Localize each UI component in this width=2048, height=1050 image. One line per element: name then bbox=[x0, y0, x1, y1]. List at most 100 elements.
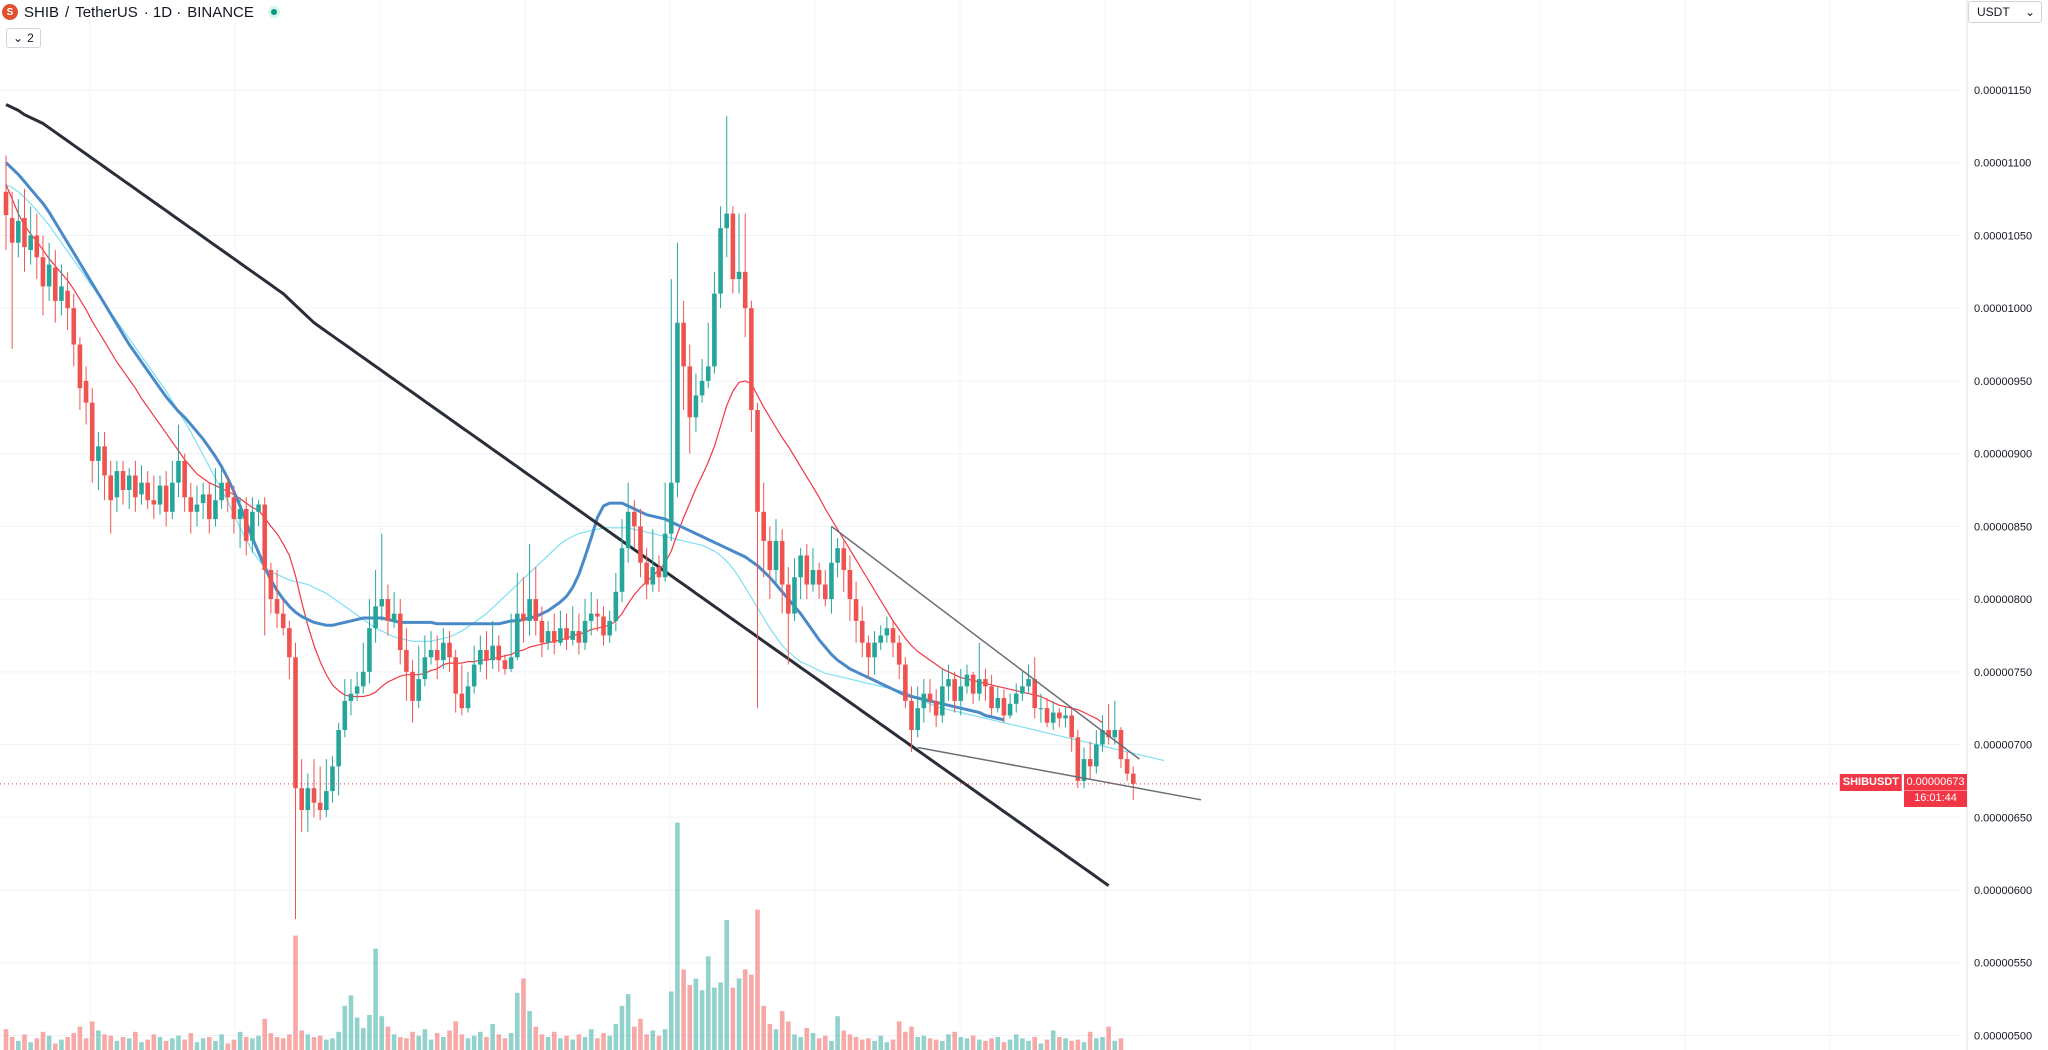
candle-body bbox=[1094, 744, 1099, 767]
volume-bar bbox=[588, 1029, 594, 1050]
volume-bar bbox=[65, 1037, 70, 1050]
candle-body bbox=[853, 599, 859, 621]
volume-bar bbox=[896, 1021, 902, 1050]
candle-body bbox=[404, 650, 409, 672]
volume-bar bbox=[46, 1035, 52, 1050]
volume-bar bbox=[755, 909, 760, 1050]
volume-bar bbox=[1118, 1038, 1124, 1050]
candle-body bbox=[1081, 759, 1087, 781]
volume-bar bbox=[102, 1034, 107, 1050]
volume-bar bbox=[484, 1037, 489, 1050]
volume-bar bbox=[539, 1034, 545, 1050]
candle-body bbox=[767, 540, 773, 570]
indicators-count: 2 bbox=[27, 31, 34, 45]
candle-body bbox=[336, 730, 341, 767]
volume-bar bbox=[681, 969, 686, 1050]
volume-bar bbox=[28, 1042, 33, 1050]
volume-bar bbox=[96, 1030, 101, 1050]
y-tick-label: 0.00000750 bbox=[1974, 667, 2032, 679]
candle-body bbox=[730, 213, 736, 280]
volume-bar bbox=[1106, 1026, 1111, 1050]
volume-bar bbox=[348, 995, 354, 1050]
volume-bar bbox=[453, 1021, 458, 1050]
volume-bar bbox=[983, 1040, 988, 1050]
quote-currency[interactable]: TetherUS bbox=[75, 3, 138, 21]
volume-bar bbox=[52, 1043, 58, 1050]
volume-bar bbox=[268, 1033, 274, 1050]
currency-selector[interactable]: USDT ⌄ bbox=[1968, 1, 2042, 23]
volume-bar bbox=[496, 1034, 502, 1050]
ma200-line bbox=[5, 103, 1110, 887]
y-tick-label: 0.00000900 bbox=[1974, 449, 2032, 461]
volume-bar bbox=[847, 1034, 853, 1050]
candle-body bbox=[995, 698, 1001, 709]
candle-body bbox=[909, 700, 914, 730]
candle-body bbox=[176, 460, 181, 483]
candle-body bbox=[1032, 679, 1038, 709]
candle-body bbox=[1057, 712, 1062, 719]
interval[interactable]: · 1D · bbox=[143, 3, 182, 21]
candle-body bbox=[213, 500, 218, 520]
candle-body bbox=[453, 657, 458, 694]
trendline-lower-support bbox=[917, 746, 1202, 801]
candle-body bbox=[59, 286, 64, 301]
y-tick-label: 0.00001000 bbox=[1974, 303, 2032, 315]
volume-bar bbox=[231, 1039, 237, 1050]
volume-bar bbox=[761, 1005, 766, 1050]
candle-body bbox=[742, 271, 748, 309]
volume-bar bbox=[878, 1035, 884, 1050]
candle-body bbox=[1087, 759, 1093, 767]
volume-bar bbox=[182, 1039, 187, 1050]
last-price-tag: 0.00000673 16:01:44 bbox=[1904, 774, 1967, 807]
candle-body bbox=[133, 475, 138, 498]
volume-bar bbox=[730, 987, 736, 1050]
volume-bar bbox=[114, 1040, 120, 1050]
volume-bar bbox=[404, 1038, 409, 1050]
volume-bar bbox=[693, 978, 699, 1050]
candle-body bbox=[576, 631, 582, 643]
volume-bar bbox=[576, 1034, 582, 1050]
volume-bar bbox=[139, 1042, 144, 1050]
candle-body bbox=[896, 642, 902, 665]
volume-bar bbox=[206, 1037, 212, 1050]
volume-bar bbox=[786, 1021, 791, 1050]
volume-bar bbox=[391, 1034, 397, 1050]
candle-body bbox=[921, 693, 927, 709]
market-status-icon[interactable] bbox=[267, 6, 280, 18]
volume-bar bbox=[1038, 1043, 1044, 1050]
y-tick-label: 0.00000850 bbox=[1974, 521, 2032, 533]
shib-logo-icon: S bbox=[2, 4, 18, 20]
volume-bar bbox=[773, 1029, 779, 1050]
volume-bar bbox=[718, 982, 723, 1050]
candle-body bbox=[940, 686, 945, 716]
volume-bar bbox=[810, 1033, 816, 1050]
volume-bar bbox=[77, 1026, 83, 1050]
last-price-value: 0.00000673 bbox=[1906, 776, 1965, 788]
candle-body bbox=[878, 635, 884, 643]
exchange-name[interactable]: BINANCE bbox=[187, 3, 254, 21]
candle-body bbox=[952, 679, 957, 701]
candle-body bbox=[533, 599, 539, 621]
candle-body bbox=[786, 584, 791, 614]
y-tick-label: 0.00000800 bbox=[1974, 594, 2032, 606]
currency-label: USDT bbox=[1977, 5, 2010, 19]
symbol-name[interactable]: SHIB bbox=[24, 3, 60, 21]
volume-bar bbox=[792, 1034, 797, 1050]
candle-body bbox=[496, 645, 502, 661]
candle-body bbox=[250, 511, 255, 541]
candle-body bbox=[434, 650, 440, 661]
candle-body bbox=[632, 511, 637, 527]
volume-bar bbox=[736, 978, 742, 1050]
indicators-toggle-button[interactable]: ⌄ 2 bbox=[6, 28, 41, 48]
candle-body bbox=[447, 642, 452, 658]
candle-body bbox=[348, 693, 354, 701]
candle-body bbox=[1106, 730, 1111, 738]
volume-bar bbox=[502, 1038, 508, 1050]
candle-body bbox=[1075, 737, 1081, 781]
candle-body bbox=[89, 402, 95, 461]
candle-body bbox=[52, 267, 58, 301]
candle-body bbox=[841, 548, 847, 570]
candle-body bbox=[237, 508, 243, 520]
volume-bar bbox=[428, 1039, 434, 1050]
